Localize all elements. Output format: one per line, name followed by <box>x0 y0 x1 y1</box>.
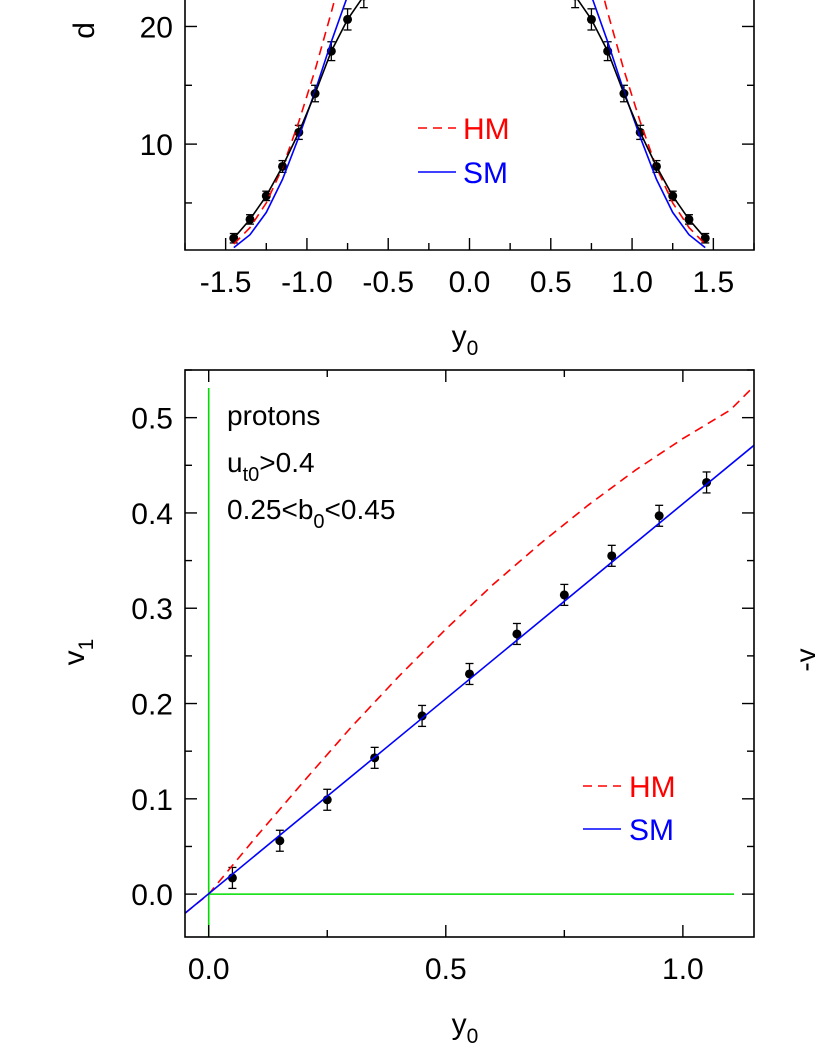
sm-curve <box>184 444 754 914</box>
bottom-annotations: protons ut0>0.4 0.25<b0<0.45 <box>227 400 395 533</box>
sm-curve <box>233 0 706 249</box>
data-point <box>607 551 617 561</box>
bottom-x-axis-label: y0 <box>452 1008 479 1048</box>
data-point <box>465 669 474 679</box>
x-tick-label: 0.5 <box>530 266 572 299</box>
y-tick-label: 0.5 <box>131 403 173 436</box>
x-tick-label: 0.0 <box>188 953 230 986</box>
y-tick-label: 0.0 <box>131 879 173 912</box>
data-point <box>654 511 664 521</box>
y-tick-label: 0.3 <box>131 593 173 626</box>
annotation-protons: protons <box>227 400 320 431</box>
top-legend: HM SM <box>418 113 510 190</box>
y-tick-label: 0.4 <box>131 498 173 531</box>
y-tick-label: 10 <box>140 129 173 162</box>
right-edge-label: -v <box>790 648 817 671</box>
fit-curve <box>233 0 706 239</box>
legend-sm-label: SM <box>629 814 674 847</box>
hm-curve <box>184 385 754 914</box>
top-ticks: -1.5 -1.0 -0.5 0.0 0.5 1.0 1.5 10 20 <box>140 11 755 299</box>
y-tick-label: 0.1 <box>131 784 173 817</box>
bottom-panel: 0.0 0.5 1.0 0.0 0.1 0.2 0.3 0.4 0.5 v1 y0 proton… <box>58 369 755 1048</box>
bottom-plot-area <box>184 385 754 937</box>
data-point <box>417 711 427 721</box>
bottom-axes-frame <box>184 369 755 938</box>
data-point <box>702 477 712 487</box>
y-tick-label: 20 <box>140 11 173 44</box>
x-tick-label: 1.5 <box>692 266 734 299</box>
bottom-y-axis-label: v1 <box>58 639 98 666</box>
data-point <box>275 836 285 846</box>
x-tick-label: 1.0 <box>611 266 653 299</box>
bottom-legend: HM SM <box>583 771 676 847</box>
x-tick-label: 1.0 <box>662 953 704 986</box>
x-tick-label: 0.0 <box>449 266 491 299</box>
data-point <box>512 629 522 639</box>
x-tick-label: -1.0 <box>281 266 333 299</box>
x-tick-label: 0.5 <box>425 953 467 986</box>
annotation-ut0: ut0>0.4 <box>227 447 315 486</box>
legend-sm-label: SM <box>463 157 508 190</box>
top-panel: -1.5 -1.0 -0.5 0.0 0.5 1.0 1.5 10 20 d y0 HM SM <box>68 0 755 360</box>
x-tick-label: -0.5 <box>362 266 414 299</box>
x-tick-label: -1.5 <box>200 266 252 299</box>
top-x-axis-label: y0 <box>452 320 479 360</box>
legend-hm-label: HM <box>629 771 676 804</box>
data-point <box>559 590 569 600</box>
legend-hm-label: HM <box>463 113 510 146</box>
top-y-axis-label: d <box>68 22 101 39</box>
y-tick-label: 0.2 <box>131 689 173 722</box>
top-plot-area <box>229 0 710 249</box>
annotation-b0-range: 0.25<b0<0.45 <box>227 494 395 533</box>
bottom-ticks: 0.0 0.5 1.0 0.0 0.1 0.2 0.3 0.4 0.5 <box>131 369 754 986</box>
